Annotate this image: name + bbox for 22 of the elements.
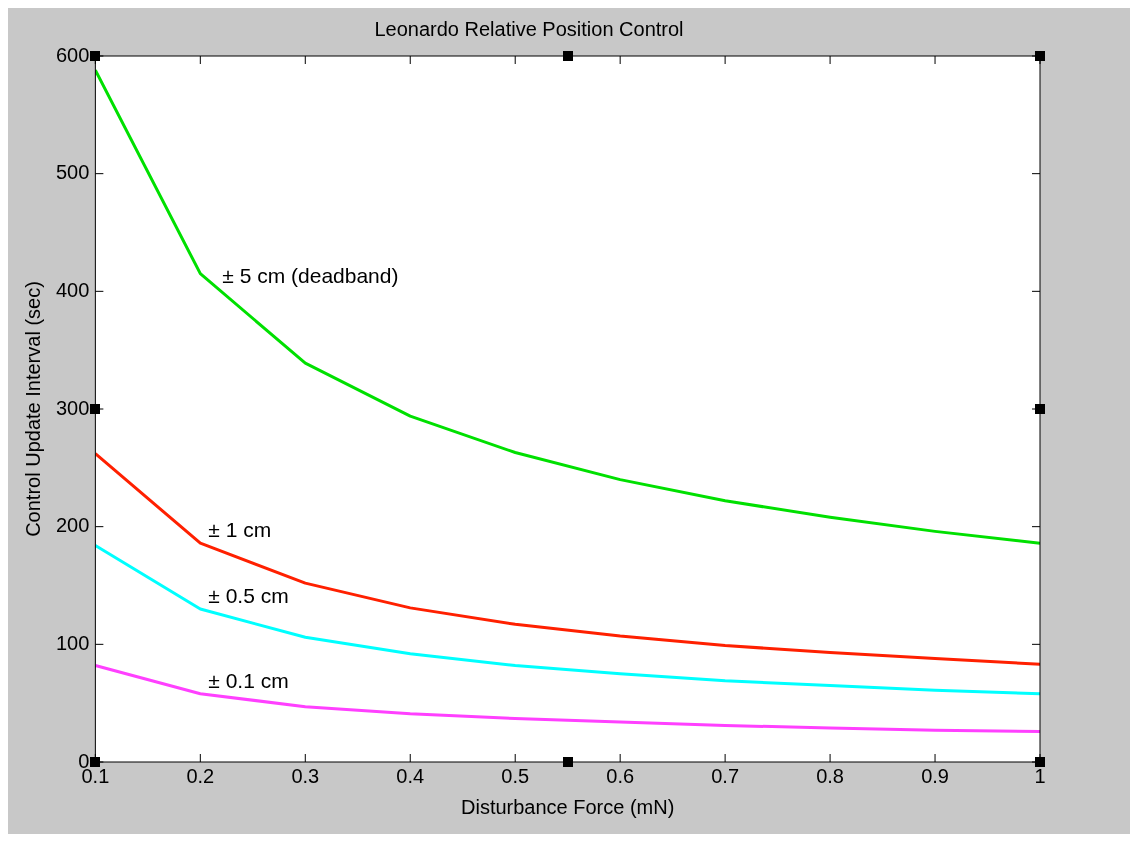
x-tick-label: 0.3: [291, 764, 320, 787]
x-tick-label: 0.7: [711, 764, 740, 787]
x-tick-label: 0.9: [921, 764, 949, 787]
series-label: ± 0.1 cm: [208, 668, 289, 692]
series-label: ± 0.5 cm: [208, 583, 289, 607]
series-label: ± 5 cm (deadband): [222, 264, 399, 288]
y-tick-label: 600: [55, 43, 90, 66]
x-tick-label: 0.6: [606, 764, 635, 787]
series-label: ± 1 cm: [208, 517, 272, 541]
x-tick-label: 0.8: [816, 764, 844, 787]
y-tick-label: 200: [55, 514, 90, 537]
x-axis-title: Disturbance Force (mN): [460, 795, 675, 818]
x-tick-label: 0.4: [396, 764, 425, 787]
chart-title: Leonardo Relative Position Control: [374, 17, 684, 40]
y-tick-label: 300: [55, 396, 90, 419]
x-tick-label: 1: [1034, 764, 1046, 787]
x-tick-label: 0.5: [501, 764, 530, 787]
y-tick-label: 500: [55, 161, 90, 184]
x-tick-label: 0.2: [186, 764, 215, 787]
y-tick-label: 100: [55, 631, 90, 654]
y-tick-label: 400: [55, 278, 90, 301]
y-axis-title: Control Update Interval (sec): [21, 281, 44, 537]
